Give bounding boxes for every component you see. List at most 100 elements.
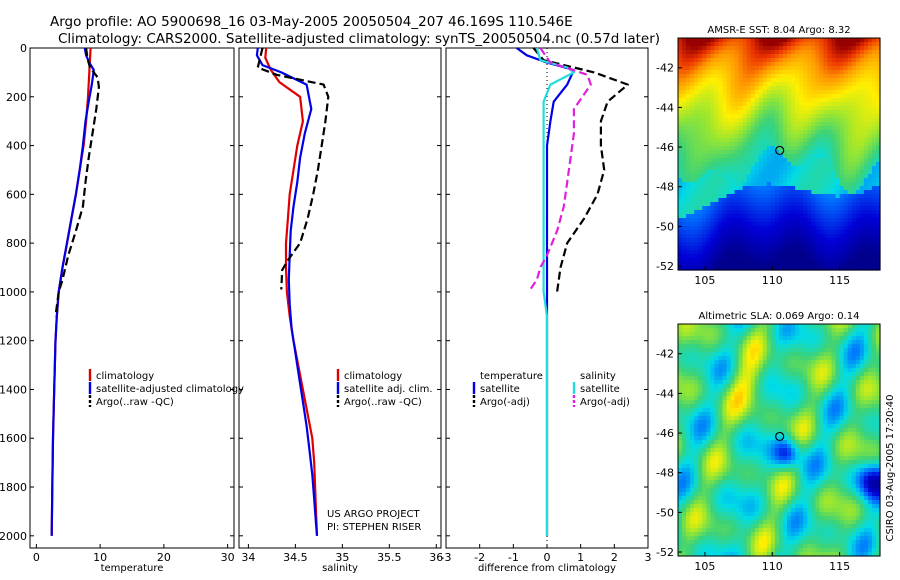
- sst-map-cell: [730, 106, 736, 111]
- sla-map-cell: [807, 420, 812, 425]
- sst-map-cell: [678, 190, 683, 195]
- sst-map-cell: [678, 222, 683, 227]
- sst-map-cell: [843, 126, 849, 131]
- sst-map-cell: [835, 202, 841, 207]
- sla-map-cell: [803, 392, 808, 397]
- sla-map-cell: [783, 448, 788, 453]
- sla-map-cell: [863, 396, 869, 401]
- sst-map-cell: [682, 94, 687, 99]
- sst-map-cell: [831, 222, 837, 227]
- sst-map-cell: [730, 222, 736, 227]
- sst-map-cell: [678, 238, 683, 243]
- sst-map-cell: [863, 130, 869, 135]
- sla-map-cell: [758, 456, 764, 461]
- sst-map-cell: [706, 38, 711, 43]
- sla-map-cell: [839, 440, 845, 445]
- sla-map-cell: [718, 328, 724, 333]
- sla-map-cell: [746, 404, 752, 409]
- sst-map-cell: [758, 266, 764, 271]
- sst-map-cell: [726, 226, 732, 231]
- sst-map-cell: [795, 82, 800, 87]
- sst-map-cell: [730, 46, 736, 51]
- sla-map-cell: [795, 384, 800, 389]
- sla-map-cell: [702, 384, 707, 389]
- sla-map-cell: [746, 440, 752, 445]
- sst-map-cell: [774, 190, 780, 195]
- sla-map-cell: [819, 384, 825, 389]
- sst-map-cell: [815, 210, 820, 215]
- sst-map-cell: [779, 242, 784, 247]
- sla-map-cell: [738, 428, 744, 433]
- sst-map-cell: [738, 194, 744, 199]
- sst-map-cell: [867, 118, 873, 123]
- sst-map-cell: [803, 214, 808, 219]
- sla-map-cell: [791, 328, 796, 333]
- sla-map-cell: [762, 344, 768, 349]
- sst-map-cell: [807, 58, 812, 63]
- sst-map-cell: [863, 210, 869, 215]
- sla-map-cell: [694, 400, 699, 405]
- sst-map-cell: [819, 106, 825, 111]
- sst-map-cell: [835, 266, 841, 271]
- sla-map-cell: [754, 456, 760, 461]
- sla-map-cell: [803, 340, 808, 345]
- sst-map-cell: [734, 214, 740, 219]
- sst-map-cell: [706, 58, 711, 63]
- sst-map-cell: [726, 154, 732, 159]
- sst-map-cell: [839, 194, 845, 199]
- sst-map-cell: [847, 102, 853, 107]
- sst-map-cell: [867, 206, 873, 211]
- sla-map-cell: [855, 356, 861, 361]
- sla-map-cell: [843, 412, 849, 417]
- sst-map-cell: [803, 254, 808, 259]
- sla-map-cell: [859, 444, 865, 449]
- sst-map-cell: [783, 102, 788, 107]
- sst-map-cell: [710, 238, 715, 243]
- sst-map-cell: [851, 186, 857, 191]
- sla-map-cell: [815, 392, 820, 397]
- sst-map-cell: [754, 266, 760, 271]
- sst-map-cell: [815, 250, 820, 255]
- sla-map-cell: [770, 380, 776, 385]
- sst-map-cell: [875, 62, 881, 67]
- sst-map-cell: [706, 226, 711, 231]
- sla-map-cell: [807, 452, 812, 457]
- sla-map-cell: [855, 332, 861, 337]
- sst-map-cell: [754, 114, 760, 119]
- sst-map-cell: [762, 70, 768, 75]
- sst-map-cell: [831, 158, 837, 163]
- sst-map-cell: [678, 86, 683, 91]
- sla-map-cell: [758, 436, 764, 441]
- sst-map-cell: [823, 94, 829, 99]
- sst-map-cell: [686, 50, 691, 55]
- sla-map-cell: [726, 324, 732, 329]
- sst-map-cell: [686, 262, 691, 267]
- sst-map-cell: [799, 66, 804, 71]
- sst-map-cell: [746, 146, 752, 151]
- sla-map-cell: [827, 424, 833, 429]
- sla-map-cell: [791, 428, 796, 433]
- sst-map-cell: [742, 102, 748, 107]
- sst-map-cell: [859, 90, 865, 95]
- sla-map-cell: [746, 384, 752, 389]
- sla-map-cell: [839, 424, 845, 429]
- sst-map-cell: [811, 146, 816, 151]
- sla-map-cell: [855, 424, 861, 429]
- sla-map-cell: [742, 456, 748, 461]
- sst-map-cell: [843, 242, 849, 247]
- sst-map-cell: [710, 198, 715, 203]
- sst-map-cell: [770, 202, 776, 207]
- sst-map-cell: [843, 226, 849, 231]
- sst-map-cell: [795, 78, 800, 83]
- sst-map-cell: [779, 198, 784, 203]
- sst-map-cell: [714, 102, 719, 107]
- sst-map-cell: [698, 210, 703, 215]
- sst-map-cell: [718, 206, 724, 211]
- sst-map-cell: [815, 54, 820, 59]
- sst-map-cell: [851, 42, 857, 47]
- sst-map-cell: [718, 146, 724, 151]
- sst-map-cell: [851, 118, 857, 123]
- sla-map-cell: [742, 452, 748, 457]
- sst-map-cell: [839, 94, 845, 99]
- sla-map-cell: [795, 352, 800, 357]
